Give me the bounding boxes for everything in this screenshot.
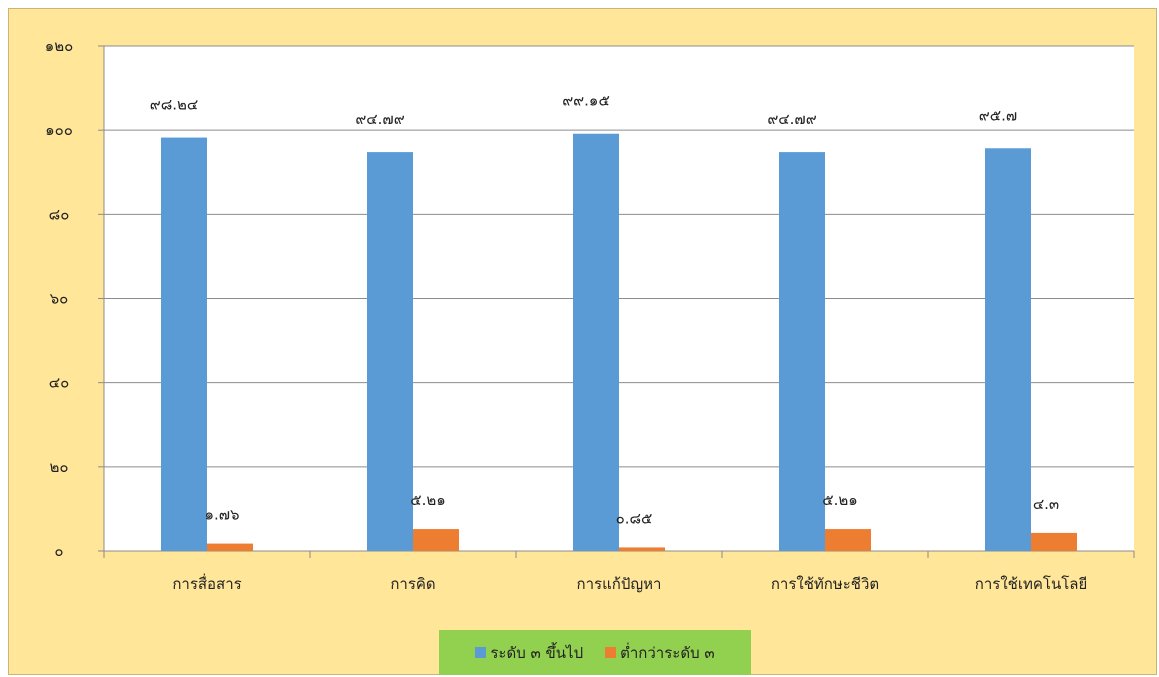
data-label-series-2: ๕.๒๑: [822, 491, 858, 509]
y-tick-label: ๑๐๐: [45, 121, 73, 139]
y-tick-label: ๔๐: [49, 374, 70, 392]
data-label-series-2: ๐.๘๕: [616, 509, 653, 527]
y-tick-label: ๘๐: [49, 205, 70, 223]
bar-series-2: [1031, 533, 1077, 551]
bar-series-1: [367, 152, 413, 551]
x-category-label: การแก้ปัญหา: [577, 575, 662, 593]
y-tick-label: ๑๒๐: [45, 37, 74, 55]
legend-swatch-series-2: [605, 647, 616, 658]
y-tick-label: ๐: [54, 542, 63, 560]
data-label-series-1: ๙๙.๑๕: [562, 92, 610, 110]
x-category-label: การใช้ทักษะชีวิต: [771, 575, 879, 593]
legend-swatch-series-1: [475, 647, 486, 658]
legend-item-series-2: ต่ำกว่าระดับ ๓: [605, 641, 715, 665]
data-label-series-2: ๕.๒๑: [410, 491, 446, 509]
bar-series-2: [413, 529, 459, 551]
data-label-series-2: ๑.๗๖: [204, 506, 239, 524]
legend-label-series-2: ต่ำกว่าระดับ ๓: [620, 641, 715, 665]
bar-series-1: [161, 138, 207, 551]
bar-series-2: [619, 547, 665, 551]
x-category-label: การใช้เทคโนโลยี: [975, 575, 1087, 593]
data-label-series-1: ๙๔.๗๙: [767, 110, 816, 128]
legend-label-series-1: ระดับ ๓ ขึ้นไป: [490, 641, 583, 665]
x-category-label: การสื่อสาร: [172, 573, 241, 593]
bar-series-1: [779, 152, 825, 551]
x-category-label: การคิด: [390, 575, 435, 593]
data-label-series-1: ๙๕.๗: [979, 106, 1017, 124]
legend-item-series-1: ระดับ ๓ ขึ้นไป: [475, 641, 583, 665]
data-label-series-2: ๔.๓: [1033, 495, 1059, 513]
bar-series-1: [573, 134, 619, 551]
data-label-series-1: ๙๘.๒๔: [150, 96, 199, 114]
bar-series-1: [985, 148, 1031, 551]
y-tick-label: ๒๐: [49, 458, 68, 476]
legend: ระดับ ๓ ขึ้นไป ต่ำกว่าระดับ ๓: [439, 630, 751, 675]
y-tick-label: ๖๐: [50, 290, 69, 308]
data-label-series-1: ๙๔.๗๙: [355, 110, 404, 128]
chart-area: ๐ ๒๐ ๔๐ ๖๐ ๘๐ ๑๐๐ ๑๒๐๙๘.๒๔๑.๗๖การสื่อสาร ๙๔.๗๙๕…: [8, 8, 1157, 675]
bar-series-2: [207, 544, 253, 551]
bar-series-2: [825, 529, 871, 551]
